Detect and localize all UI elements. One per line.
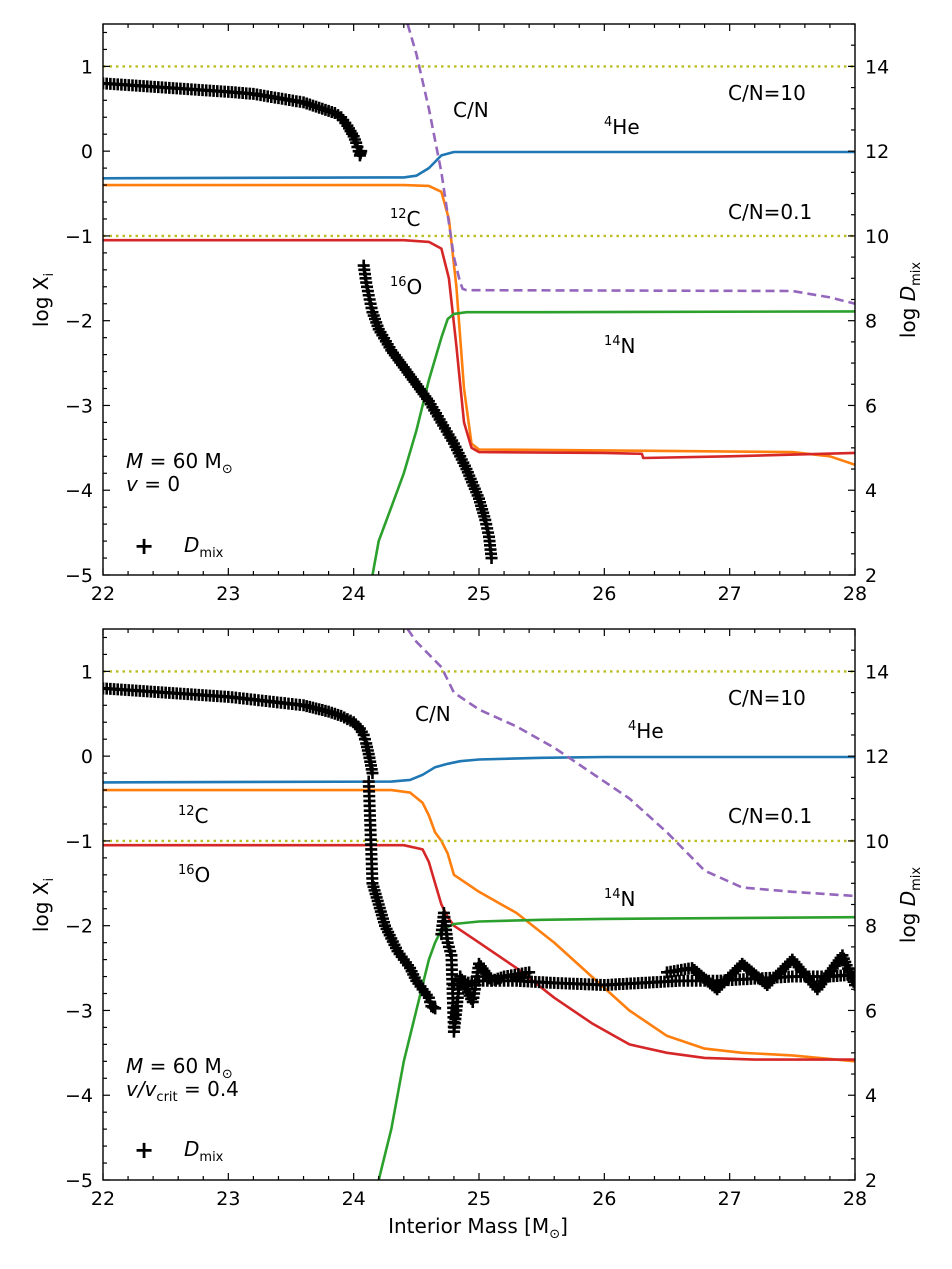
y-tick-label: −1 (65, 226, 93, 248)
annotation-cn10: C/N=10 (728, 686, 806, 710)
annotation-cn: C/N (415, 702, 451, 726)
y2-tick-label: 2 (865, 565, 877, 587)
annotation-c12: 12C (390, 207, 421, 231)
series-line-12c (103, 183, 855, 467)
y-tick-label: −2 (65, 311, 93, 333)
y2-tick-label: 10 (865, 831, 889, 853)
y-tick-label: 1 (81, 661, 93, 683)
annotation-o16: 16O (178, 863, 210, 887)
series-line-c-n (406, 629, 855, 898)
y2-tick-label: 12 (865, 746, 889, 768)
annotation-o16: 16O (390, 275, 422, 299)
annotation-cn01: C/N=0.1 (728, 200, 812, 224)
annotation-cn01: C/N=0.1 (728, 804, 812, 828)
x-tick-label: 26 (592, 1188, 616, 1210)
annotation-c12: 12C (178, 804, 209, 828)
y2-tick-label: 8 (865, 916, 877, 938)
y2-tick-label: 4 (865, 480, 877, 502)
legend-marker: + (134, 532, 154, 560)
model-mass-label: M = 60 M⊙ (126, 1054, 233, 1082)
legend-label: Dmix (184, 1137, 224, 1165)
y-tick-label: 0 (81, 141, 93, 163)
y2-tick-label: 4 (865, 1085, 877, 1107)
y-tick-label: −4 (65, 480, 93, 502)
y-tick-label: −5 (65, 565, 93, 587)
x-tick-label: 27 (718, 583, 742, 605)
y-tick-label: 0 (81, 746, 93, 768)
model-velocity-label: v = 0 (126, 472, 180, 496)
legend-label: Dmix (184, 533, 224, 561)
x-tick-label: 28 (843, 1188, 867, 1210)
dmix-marker (355, 145, 368, 158)
y-tick-label: −3 (65, 1000, 93, 1022)
y2-axis-label: log Dmix (896, 867, 924, 944)
y-tick-label: −1 (65, 831, 93, 853)
model-velocity-label: v/vcrit = 0.4 (126, 1077, 239, 1105)
annotation-he4: 4He (628, 719, 664, 743)
y-tick-label: −5 (65, 1170, 93, 1192)
series-line-14n (377, 915, 855, 1180)
y2-tick-label: 8 (865, 311, 877, 333)
y-axis-label: log Xi (29, 878, 57, 932)
y-tick-label: −2 (65, 916, 93, 938)
y2-axis-label: log Dmix (896, 262, 924, 339)
x-tick-label: 24 (342, 583, 366, 605)
x-tick-label: 24 (342, 1188, 366, 1210)
y-axis-label: log Xi (29, 273, 57, 327)
annotation-cn10: C/N=10 (728, 81, 806, 105)
annotation-he4: 4He (604, 115, 640, 139)
y2-tick-label: 2 (865, 1170, 877, 1192)
x-tick-label: 25 (467, 583, 491, 605)
x-tick-label: 27 (718, 1188, 742, 1210)
series-line-14n (371, 310, 855, 575)
dmix-marker (849, 979, 855, 992)
x-tick-label: 22 (91, 1188, 115, 1210)
x-axis-label: Interior Mass [M⊙] (388, 1214, 568, 1242)
y2-tick-label: 14 (865, 661, 889, 683)
x-tick-label: 22 (91, 583, 115, 605)
y-tick-label: 1 (81, 56, 93, 78)
y2-tick-label: 12 (865, 141, 889, 163)
y2-tick-label: 6 (865, 395, 877, 417)
y-tick-label: −4 (65, 1085, 93, 1107)
series-line-12c (103, 788, 855, 1063)
y2-tick-label: 6 (865, 1000, 877, 1022)
annotation-cn: C/N (453, 98, 489, 122)
y-tick-label: −3 (65, 395, 93, 417)
series-line-16o (103, 238, 855, 460)
y2-tick-label: 14 (865, 56, 889, 78)
x-tick-label: 25 (467, 1188, 491, 1210)
legend-marker: + (134, 1136, 154, 1164)
series-line-16o (103, 843, 855, 1061)
annotation-n14: 14N (604, 887, 636, 911)
series-line-4he (103, 150, 855, 180)
model-mass-label: M = 60 M⊙ (126, 449, 233, 477)
dmix-marker (429, 1002, 442, 1015)
dmix-marker (366, 767, 379, 780)
series-line-c-n (406, 24, 855, 305)
annotation-n14: 14N (604, 334, 636, 358)
x-tick-label: 28 (843, 583, 867, 605)
x-tick-label: 23 (216, 1188, 240, 1210)
x-tick-label: 23 (216, 583, 240, 605)
y2-tick-label: 10 (865, 226, 889, 248)
series-line-4he (103, 755, 855, 784)
x-tick-label: 26 (592, 583, 616, 605)
dmix-marker (485, 552, 498, 565)
